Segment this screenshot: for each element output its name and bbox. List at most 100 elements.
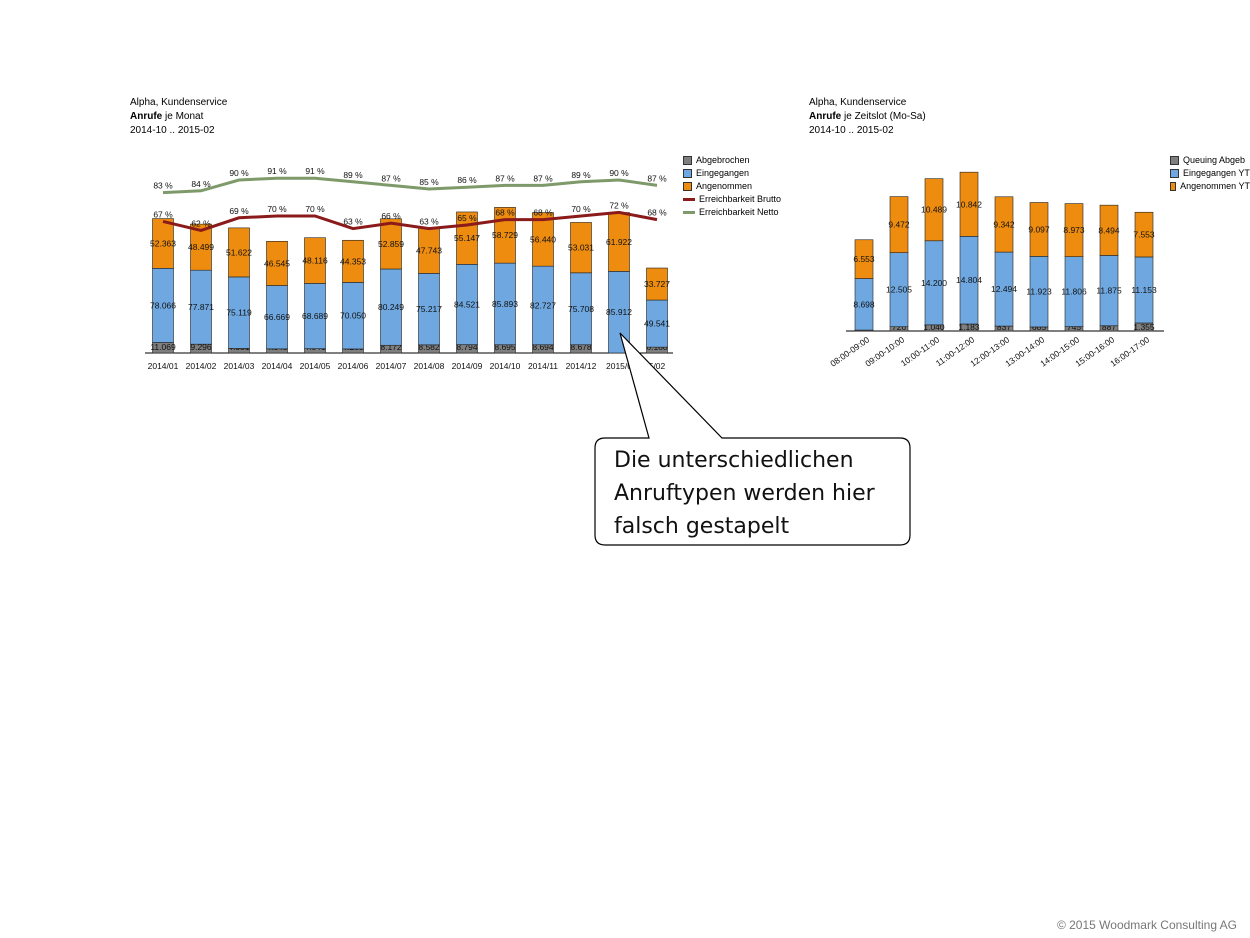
callout-line: Die unterschiedlichen bbox=[614, 448, 854, 473]
bar-segment-angenommen-yt bbox=[959, 171, 979, 237]
data-label: 77.871 bbox=[188, 302, 214, 312]
x-tick-label: 2014/02 bbox=[186, 361, 217, 371]
data-label: 75.708 bbox=[568, 304, 594, 314]
bar-segment-angenommen-yt bbox=[994, 196, 1014, 253]
bar-segment-angenommen-yt bbox=[1064, 203, 1084, 257]
line-data-label: 87 % bbox=[495, 173, 515, 183]
line-data-label: 86 % bbox=[457, 175, 477, 185]
data-label: 7.553 bbox=[1133, 230, 1155, 240]
data-label: 8.698 bbox=[853, 299, 875, 309]
chart-header-monthly: Alpha, Kundenservice Anrufe je Monat 201… bbox=[130, 96, 227, 138]
legend-label: Abgebrochen bbox=[696, 155, 750, 165]
line-data-label: 72 % bbox=[609, 200, 629, 210]
chart-title: Anrufe je Zeitslot (Mo-Sa) bbox=[809, 110, 926, 124]
legend-item-queuing: Queuing Abgeb bbox=[1170, 154, 1250, 167]
line-data-label: 65 % bbox=[457, 213, 477, 223]
x-tick-label: 2014/12 bbox=[566, 361, 597, 371]
data-label: 8.794 bbox=[456, 342, 478, 352]
x-tick-label: 2014/04 bbox=[262, 361, 293, 371]
line-data-label: 91 % bbox=[305, 166, 325, 176]
legend-swatch bbox=[1170, 169, 1179, 178]
line-data-label: 63 % bbox=[419, 217, 439, 227]
legend-item-netto: Erreichbarkeit Netto bbox=[683, 206, 781, 219]
monthly-chart: 11.069 78.066 52.363 2014/01 9.296 77.871 48.4… bbox=[145, 166, 673, 371]
bar-segment-angenommen bbox=[646, 267, 668, 301]
x-tick-label: 2014/05 bbox=[300, 361, 331, 371]
data-label: 11.069 bbox=[150, 342, 176, 352]
x-tick-label: 2014/01 bbox=[148, 361, 179, 371]
line-data-label: 63 % bbox=[343, 217, 363, 227]
data-label: 11.923 bbox=[1026, 287, 1052, 297]
line-data-label: 68 % bbox=[533, 208, 553, 218]
bar-segment-angenommen bbox=[532, 212, 554, 267]
data-label: 10.489 bbox=[921, 205, 947, 215]
data-label: 12.505 bbox=[886, 285, 912, 295]
x-tick-label: 2015/0 bbox=[606, 361, 632, 371]
line-data-label: 85 % bbox=[419, 177, 439, 187]
data-label: 9.472 bbox=[888, 220, 910, 230]
chart-title-rest: je Monat bbox=[162, 111, 204, 122]
timeslot-chart: 1618.6986.55308:00-09:0072612.5059.47209… bbox=[828, 171, 1164, 369]
line-data-label: 89 % bbox=[343, 170, 363, 180]
data-label: 11.153 bbox=[1131, 285, 1157, 295]
chart-header-timeslot: Alpha, Kundenservice Anrufe je Zeitslot … bbox=[809, 96, 926, 138]
x-tick-label: 2014/10 bbox=[490, 361, 521, 371]
line-data-label: 70 % bbox=[267, 204, 287, 214]
legend-label: Queuing Abgeb bbox=[1183, 155, 1246, 165]
data-label: 46.545 bbox=[264, 258, 290, 268]
callout-text: Die unterschiedlichen Anruftypen werden … bbox=[614, 444, 904, 543]
data-label: 12.494 bbox=[991, 284, 1017, 294]
callout-bubble bbox=[594, 332, 911, 546]
legend-swatch bbox=[1170, 156, 1179, 165]
data-label: 47.743 bbox=[416, 246, 442, 256]
legend-swatch bbox=[683, 198, 695, 201]
org-label: Alpha, Kundenservice bbox=[130, 97, 228, 108]
x-tick-label: 2014/08 bbox=[414, 361, 445, 371]
data-label: 44.353 bbox=[340, 256, 366, 266]
line-data-label: 69 % bbox=[229, 206, 249, 216]
footer-copyright: © 2015 Woodmark Consulting AG bbox=[1056, 918, 1237, 932]
legend-label: Angenommen bbox=[696, 181, 753, 191]
legend-item-eingegangen-yt: Eingegangen YT bbox=[1170, 167, 1250, 180]
legend-label: Eingegangen YT bbox=[1183, 168, 1250, 178]
data-label: 8.172 bbox=[380, 342, 402, 352]
legend-label: Angenommen YT bbox=[1180, 181, 1250, 191]
line-data-label: 70 % bbox=[571, 204, 591, 214]
bar-segment-angenommen-yt bbox=[889, 196, 909, 253]
line-data-label: 91 % bbox=[267, 166, 287, 176]
line-data-label: 87 % bbox=[533, 173, 553, 183]
data-label: 8.695 bbox=[494, 342, 516, 352]
data-label: 745 bbox=[1067, 322, 1081, 332]
data-label: 14.200 bbox=[921, 278, 947, 288]
bar-segment-angenommen bbox=[190, 223, 212, 271]
data-label: 58.729 bbox=[492, 230, 518, 240]
data-label: 82.727 bbox=[530, 300, 556, 310]
legend-item-abgebrochen: Abgebrochen bbox=[683, 154, 781, 167]
data-label: 48.499 bbox=[188, 242, 214, 252]
x-tick-label: 09:00-10:00 bbox=[863, 334, 906, 368]
line-data-label: 90 % bbox=[609, 168, 629, 178]
data-label: 68.689 bbox=[302, 311, 328, 321]
bar-segment-angenommen-yt bbox=[1029, 202, 1049, 257]
line-data-label: 67 % bbox=[153, 209, 173, 219]
line-data-label: 90 % bbox=[229, 168, 249, 178]
data-label: 11.875 bbox=[1096, 286, 1122, 296]
line-data-label: 62 % bbox=[191, 218, 211, 228]
data-label: 837 bbox=[997, 322, 1011, 332]
bar-segment-angenommen-yt bbox=[1134, 211, 1154, 258]
x-tick-label: 5/02 bbox=[649, 361, 666, 371]
legend-swatch bbox=[683, 169, 692, 178]
bar-segment-angenommen bbox=[228, 227, 250, 278]
data-label: 48.116 bbox=[302, 256, 328, 266]
callout-shape bbox=[594, 332, 911, 546]
legend-monthly: Abgebrochen Eingegangen Angenommen Errei… bbox=[683, 154, 781, 219]
data-label: 9.342 bbox=[993, 219, 1015, 229]
bar-segment-angenommen bbox=[266, 241, 288, 286]
x-tick-label: 2014/09 bbox=[452, 361, 483, 371]
legend-item-eingegangen: Eingegangen bbox=[683, 167, 781, 180]
series-line-netto bbox=[162, 176, 658, 195]
data-label: 66.669 bbox=[264, 312, 290, 322]
x-tick-label: 2014/03 bbox=[224, 361, 255, 371]
bar-segment-angenommen bbox=[380, 218, 402, 270]
data-label: 49.541 bbox=[644, 319, 670, 329]
